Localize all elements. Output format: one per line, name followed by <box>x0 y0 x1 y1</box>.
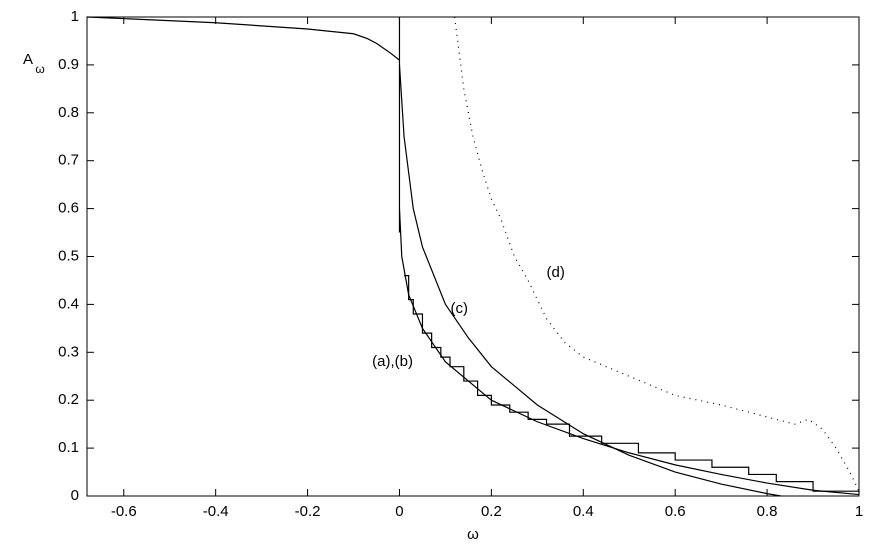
data-line <box>86 16 400 61</box>
x-tick-label: 0.2 <box>481 503 502 520</box>
x-axis-label: ω <box>467 526 479 543</box>
y-tick-label: 0.9 <box>58 56 79 73</box>
y-tick-label: 0.2 <box>58 391 79 408</box>
x-tick-label: -0.2 <box>295 503 321 520</box>
x-tick-label: 0.6 <box>665 503 686 520</box>
annotation: (a),(b) <box>372 353 413 370</box>
y-tick-label: 1 <box>71 8 79 25</box>
x-tick-label: 0 <box>395 503 403 520</box>
annotation: (c) <box>450 300 468 317</box>
y-tick-label: 0.1 <box>58 439 79 456</box>
y-axis-label: A <box>23 51 33 68</box>
x-tick-label: -0.6 <box>111 503 137 520</box>
data-line <box>398 208 860 496</box>
y-tick-label: 0.5 <box>58 247 79 264</box>
y-tick-label: 0.8 <box>58 104 79 121</box>
y-axis-label-subscript: ω <box>35 62 44 76</box>
plot-frame <box>86 16 860 497</box>
data-line <box>398 64 781 497</box>
annotation: (d) <box>547 264 565 281</box>
x-tick-label: -0.4 <box>203 503 229 520</box>
x-tick-label: 0.4 <box>573 503 594 520</box>
y-tick-label: 0.4 <box>58 295 79 312</box>
y-tick-label: 0.7 <box>58 152 79 169</box>
x-tick-label: 1 <box>855 503 863 520</box>
y-tick-label: 0.3 <box>58 343 79 360</box>
y-tick-label: 0 <box>71 487 79 504</box>
data-line <box>454 16 860 492</box>
data-line <box>404 275 860 494</box>
x-tick-label: 0.8 <box>757 503 778 520</box>
y-tick-label: 0.6 <box>58 200 79 217</box>
